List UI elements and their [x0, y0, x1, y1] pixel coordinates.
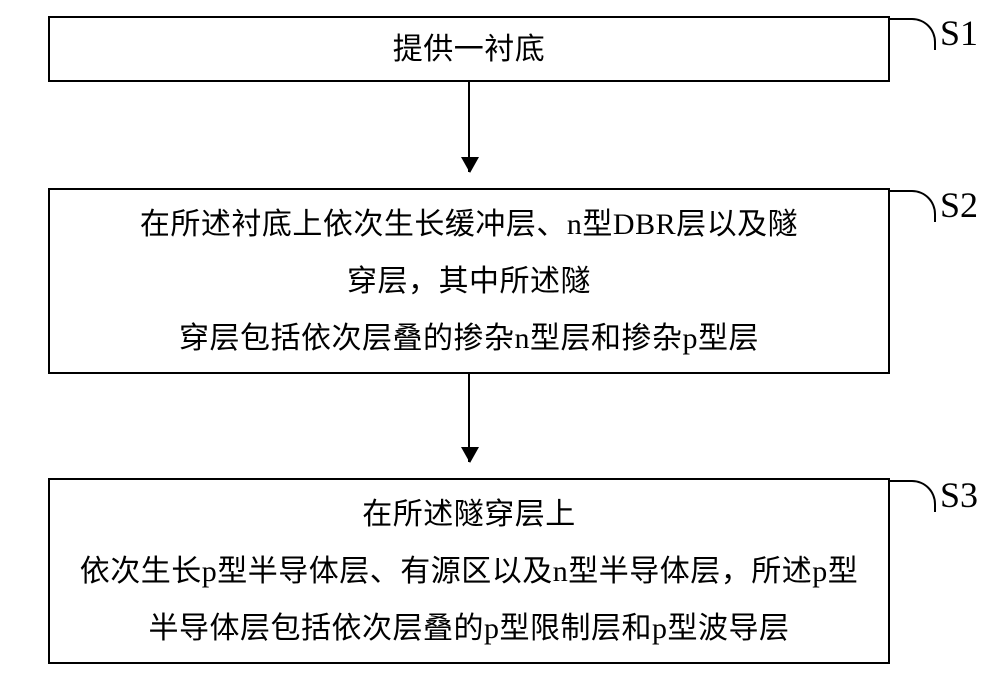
label-leader-1: [888, 18, 936, 50]
flowchart-step-2-text: 在所述衬底上依次生长缓冲层、n型DBR层以及隧 穿层，其中所述隧 穿层包括依次层…: [140, 196, 798, 367]
flowchart-step-3-text: 在所述隧穿层上 依次生长p型半导体层、有源区以及n型半导体层，所述p型 半导体层…: [80, 486, 859, 657]
flowchart-step-1-text: 提供一衬底: [393, 21, 546, 78]
step-label-s2: S2: [940, 184, 978, 226]
flowchart-step-2: 在所述衬底上依次生长缓冲层、n型DBR层以及隧 穿层，其中所述隧 穿层包括依次层…: [48, 188, 890, 374]
step-label-s1: S1: [940, 12, 978, 54]
label-leader-3: [888, 480, 936, 512]
label-leader-2: [888, 190, 936, 222]
flowchart-step-3: 在所述隧穿层上 依次生长p型半导体层、有源区以及n型半导体层，所述p型 半导体层…: [48, 478, 890, 664]
step-label-s3: S3: [940, 474, 978, 516]
flowchart-step-1: 提供一衬底: [48, 16, 890, 82]
flowchart-canvas: 提供一衬底 在所述衬底上依次生长缓冲层、n型DBR层以及隧 穿层，其中所述隧 穿…: [0, 0, 1000, 679]
flowchart-arrow-2: [468, 374, 470, 462]
flowchart-arrow-1: [468, 82, 470, 172]
